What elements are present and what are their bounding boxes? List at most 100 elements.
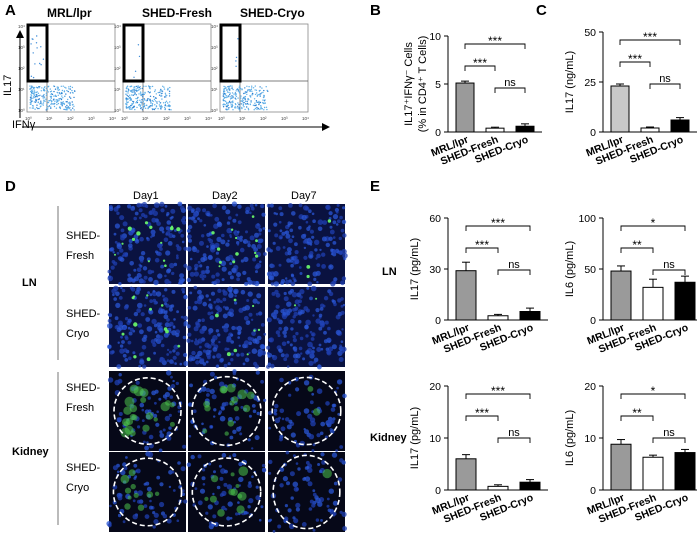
flow-event-dot <box>33 86 36 89</box>
y-tick-label: 0 <box>435 127 441 139</box>
nucleus-dot <box>213 408 217 412</box>
flow-event-dot <box>127 90 129 92</box>
flow-event-dot <box>42 97 44 99</box>
flow-event-dot <box>65 87 67 89</box>
panel-letter-c: C <box>536 2 547 19</box>
nucleus-dot <box>149 499 152 503</box>
nucleus-dot <box>202 253 207 258</box>
nucleus-dot <box>159 247 163 251</box>
flow-event-dot <box>136 97 139 100</box>
significance-bracket <box>619 39 681 45</box>
nucleus-dot <box>298 266 302 269</box>
flow-event-dot <box>243 92 245 95</box>
nucleus-dot <box>255 370 260 375</box>
nucleus-dot <box>145 204 149 208</box>
nucleus-dot <box>222 297 227 302</box>
nucleus-dot <box>124 358 129 362</box>
nucleus-dot <box>190 339 194 343</box>
flow-event-dot <box>30 97 32 100</box>
flow-event-dot <box>247 89 249 91</box>
flow-event-dot <box>39 94 41 97</box>
flow-x-tick: 10⁴ <box>205 116 212 121</box>
flow-event-dot <box>222 104 224 106</box>
flow-event-dot <box>35 42 38 44</box>
significance-bracket <box>465 415 499 421</box>
nucleus-dot <box>177 461 181 465</box>
tissue-label-kidney: Kidney <box>12 446 49 458</box>
nucleus-dot <box>133 268 137 272</box>
flow-event-dot <box>30 103 32 105</box>
nucleus-dot <box>268 459 273 465</box>
nucleus-dot <box>337 298 342 303</box>
nucleus-dot <box>293 279 297 283</box>
flow-event-dot <box>43 99 45 101</box>
nucleus-dot <box>143 214 148 219</box>
nucleus-dot <box>163 314 169 320</box>
nucleus-dot <box>292 307 296 312</box>
y-tick-label: 10 <box>584 433 596 445</box>
nucleus-dot <box>234 294 237 298</box>
flow-event-dot <box>65 93 67 95</box>
flow-event-dot <box>234 107 236 109</box>
nucleus-dot <box>154 401 157 405</box>
nucleus-dot <box>305 319 311 326</box>
nucleus-dot <box>164 415 171 422</box>
nucleus-dot <box>246 277 251 282</box>
nucleus-dot <box>338 236 342 241</box>
flow-event-dot <box>168 104 170 106</box>
flow-event-dot <box>227 95 230 97</box>
green-signal <box>133 492 139 498</box>
flow-event-dot <box>53 90 55 93</box>
nucleus-dot <box>151 231 155 235</box>
nucleus-dot <box>286 247 292 253</box>
flow-event-dot <box>50 103 52 106</box>
nucleus-dot <box>170 383 176 389</box>
nucleus-dot <box>317 219 324 225</box>
nucleus-dot <box>128 239 133 243</box>
flow-event-dot <box>137 87 139 89</box>
nucleus-dot <box>232 429 237 434</box>
flow-event-dot <box>58 92 61 94</box>
nucleus-dot <box>171 330 177 336</box>
flow-event-dot <box>265 86 267 88</box>
nucleus-dot <box>136 267 142 273</box>
nucleus-dot <box>116 211 120 215</box>
nucleus-dot <box>303 428 306 431</box>
nucleus-dot <box>135 468 141 474</box>
flow-title-mrl: MRL/lpr <box>47 6 92 20</box>
nucleus-dot <box>244 281 249 286</box>
nucleus-dot <box>247 243 251 248</box>
nucleus-dot <box>240 259 244 263</box>
flow-event-dot <box>166 89 169 91</box>
green-signal <box>146 357 151 362</box>
green-signal <box>124 396 135 407</box>
nucleus-dot <box>197 350 203 357</box>
nucleus-dot <box>328 291 334 297</box>
nucleus-dot <box>327 419 333 425</box>
nucleus-dot <box>288 238 293 244</box>
green-signal <box>146 491 154 498</box>
nucleus-dot <box>236 272 242 278</box>
nucleus-dot <box>240 352 245 357</box>
row-label-line1: SHED- <box>66 230 101 242</box>
nucleus-dot <box>162 428 166 432</box>
nucleus-dot <box>193 271 199 277</box>
nucleus-dot <box>283 357 288 362</box>
significance-bracket <box>465 247 499 253</box>
flow-event-dot <box>130 108 132 110</box>
nucleus-dot <box>335 210 339 214</box>
flow-event-dot <box>225 108 227 110</box>
nucleus-dot <box>293 255 298 260</box>
nucleus-dot <box>141 345 147 350</box>
nucleus-dot <box>109 504 112 508</box>
y-tick-label: 0 <box>590 485 596 497</box>
flow-event-dot <box>254 85 256 87</box>
nucleus-dot <box>290 289 294 293</box>
green-signal <box>216 247 221 251</box>
nucleus-dot <box>229 435 234 440</box>
nucleus-dot <box>237 501 240 504</box>
flow-event-dot <box>35 86 38 89</box>
nucleus-dot <box>199 264 203 268</box>
nucleus-dot <box>123 305 129 310</box>
flow-event-dot <box>263 106 266 109</box>
